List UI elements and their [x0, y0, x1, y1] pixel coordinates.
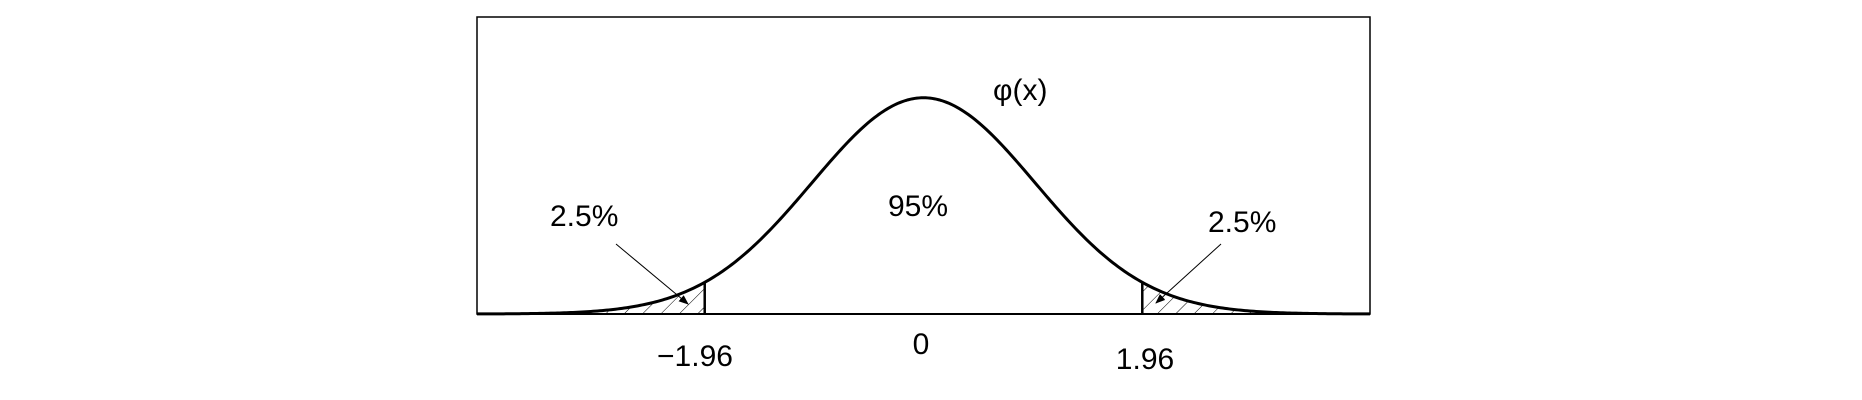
- x-tick-label-pos: 1.96: [1116, 343, 1174, 376]
- right-tail-pointer: [1155, 243, 1222, 304]
- x-tick-label-neg: −1.96: [657, 340, 733, 373]
- function-label: φ(x): [993, 74, 1047, 107]
- left-tail-area-label: 2.5%: [550, 200, 618, 233]
- density-curve: [476, 96, 1371, 316]
- x-tick-label-zero: 0: [913, 328, 930, 361]
- left-tail-pointer: [615, 243, 689, 305]
- left-tail-shaded-area: [477, 282, 705, 314]
- right-tail-area-label: 2.5%: [1208, 206, 1276, 239]
- plot-frame: [476, 16, 1371, 315]
- right-tail-shaded-area: [1142, 282, 1370, 314]
- center-area-label: 95%: [888, 190, 948, 223]
